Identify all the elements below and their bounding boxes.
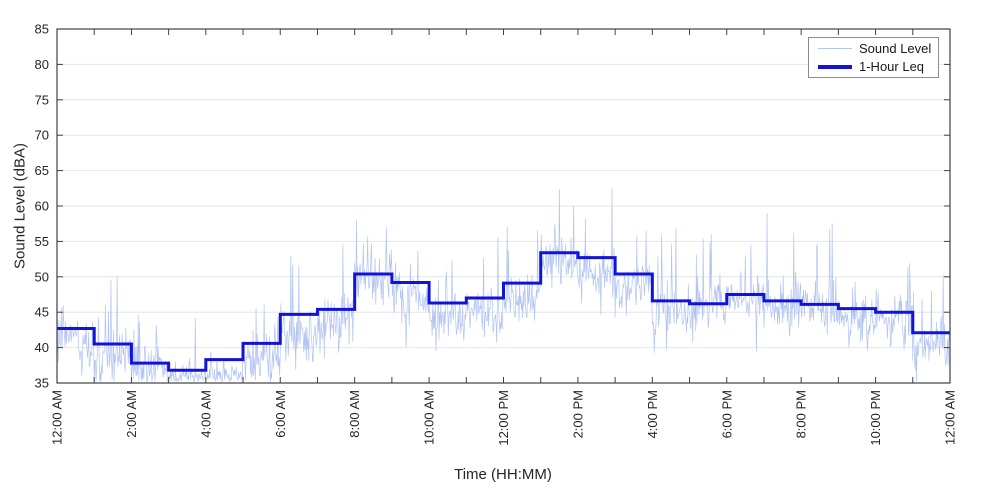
y-tick-label: 40 <box>35 340 49 355</box>
x-tick-label: 12:00 AM <box>50 390 65 445</box>
y-tick-label: 35 <box>35 376 49 391</box>
y-tick-label: 45 <box>35 305 49 320</box>
x-tick-label: 2:00 AM <box>124 390 139 438</box>
legend-line-sample-1-hour-leq <box>818 64 852 69</box>
y-tick-label: 60 <box>35 199 49 214</box>
x-tick-label: 10:00 PM <box>868 390 883 446</box>
gridlines <box>57 63 950 349</box>
axis-ticks <box>56 28 951 384</box>
x-tick-label: 10:00 AM <box>422 390 437 445</box>
y-tick-label: 80 <box>35 57 49 72</box>
x-tick-labels: 12:00 AM 2:00 AM 4:00 AM 6:00 AM 8:00 AM 10:0… <box>50 390 958 446</box>
legend-label-sound-level: Sound Level <box>859 40 932 56</box>
x-tick-label: 8:00 AM <box>347 390 362 438</box>
x-tick-label: 8:00 PM <box>794 390 809 438</box>
leq-step-line <box>57 251 950 372</box>
y-tick-label: 70 <box>35 128 49 143</box>
x-tick-label: 2:00 PM <box>570 390 585 438</box>
y-tick-label: 85 <box>35 22 49 37</box>
y-tick-label: 50 <box>35 269 49 284</box>
x-tick-label: 4:00 AM <box>198 390 213 438</box>
x-axis-label: Time (HH:MM) <box>454 466 552 483</box>
x-tick-label: 12:00 AM <box>943 390 958 445</box>
y-tick-label: 75 <box>35 92 49 107</box>
y-tick-label: 55 <box>35 234 49 249</box>
legend-label-1-hour-leq: 1-Hour Leq <box>859 59 925 75</box>
x-tick-label: 4:00 PM <box>645 390 660 438</box>
y-axis-label: Sound Level (dBA) <box>11 143 29 269</box>
legend-item-sound-level: Sound Level <box>809 40 938 56</box>
x-tick-label: 6:00 AM <box>273 390 288 438</box>
y-tick-label: 65 <box>35 163 49 178</box>
legend-line-sample-sound-level <box>818 47 852 49</box>
x-tick-label: 12:00 PM <box>496 390 511 446</box>
x-tick-label: 6:00 PM <box>719 390 734 438</box>
legend-item-1-hour-leq: 1-Hour Leq <box>809 59 938 75</box>
legend: Sound Level 1-Hour Leq <box>808 37 939 78</box>
y-tick-labels: 35 40 45 50 55 60 65 70 75 80 85 <box>35 22 49 391</box>
